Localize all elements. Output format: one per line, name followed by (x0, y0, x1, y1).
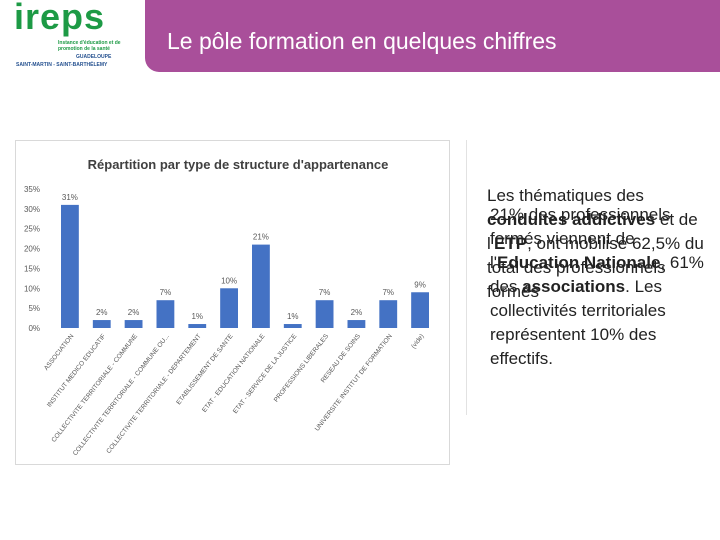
y-tick-label: 0% (28, 324, 40, 333)
value-label: 9% (414, 280, 426, 289)
text-block: 21% des professionnels formés viennent d… (490, 203, 708, 371)
bar (156, 300, 175, 328)
text-run: associations (522, 277, 626, 296)
y-tick-label: 25% (24, 225, 40, 234)
x-tick-label: ETAT - SERVICE DE LA JUSTICE (232, 332, 299, 415)
value-label: 7% (160, 288, 172, 297)
value-label: 31% (62, 193, 78, 202)
value-label: 10% (221, 276, 237, 285)
header-bar: Le pôle formation en quelques chiffres (145, 0, 720, 72)
value-label: 7% (382, 288, 394, 297)
bar (220, 288, 238, 328)
logo-tagline: Instance d'éducation et de promotion de … (58, 40, 121, 52)
chart-title: Répartition par type de structure d'appa… (88, 157, 389, 172)
chart: Répartition par type de structure d'appa… (24, 157, 429, 457)
text-run: conduites addictives (487, 210, 656, 229)
value-label: 21% (253, 233, 269, 242)
text-run: . Les collectivités territoriales représ… (490, 277, 666, 368)
bar (347, 320, 366, 328)
logo-subregion: SAINT-MARTIN - SAINT-BARTHÉLEMY (16, 62, 108, 68)
bar (188, 324, 207, 328)
logo: ireps Instance d'éducation et de promoti… (14, 0, 134, 70)
value-label: 2% (128, 308, 140, 317)
bar (379, 300, 398, 328)
y-tick-label: 5% (28, 304, 40, 313)
text-run: Les thématiques des (487, 186, 644, 205)
x-tick-label: (vide) (410, 333, 426, 350)
y-tick-label: 20% (24, 245, 40, 254)
text-run: 21% des professionnels formés viennent d… (490, 205, 671, 272)
y-tick-label: 15% (24, 264, 40, 273)
text-run: et de l' (487, 210, 698, 253)
y-tick-label: 35% (24, 185, 40, 194)
y-tick-label: 30% (24, 205, 40, 214)
bar (124, 320, 143, 328)
logo-name: ireps (14, 0, 106, 37)
y-tick-label: 10% (24, 284, 40, 293)
value-label: 2% (351, 308, 363, 317)
x-tick-label: PROFESSIONS LIBERALES (273, 332, 331, 403)
text-run: , ont mobilisé 62,5% du total des profes… (487, 234, 704, 301)
bar (61, 204, 79, 328)
bar (92, 320, 111, 328)
bar (283, 324, 302, 328)
x-tick-label: ETABLISSEMENT DE SANTE (175, 332, 235, 406)
text-run: ETP (494, 234, 528, 253)
text-block: Les thématiques des conduites addictives… (487, 184, 705, 304)
logo-region: GUADELOUPE (76, 54, 112, 60)
text-run: , 61% des (490, 253, 704, 296)
x-tick-label: ETAT - EDUCATION NATIONALE (201, 332, 267, 413)
value-label: 2% (96, 308, 108, 317)
x-tick-label: INSTITUT MEDICO EDUCATIF (46, 333, 107, 409)
bar (252, 244, 270, 328)
text-run: Education Nationale (497, 253, 661, 272)
bar (411, 292, 429, 328)
value-label: 7% (319, 288, 331, 297)
value-label: 1% (191, 312, 203, 321)
bar (315, 300, 334, 328)
x-tick-label: ASSOCIATION (43, 333, 76, 372)
value-label: 1% (287, 312, 299, 321)
image-edge (466, 140, 467, 415)
slide-title: Le pôle formation en quelques chiffres (167, 28, 557, 54)
chart-frame: Répartition par type de structure d'appa… (15, 140, 450, 465)
